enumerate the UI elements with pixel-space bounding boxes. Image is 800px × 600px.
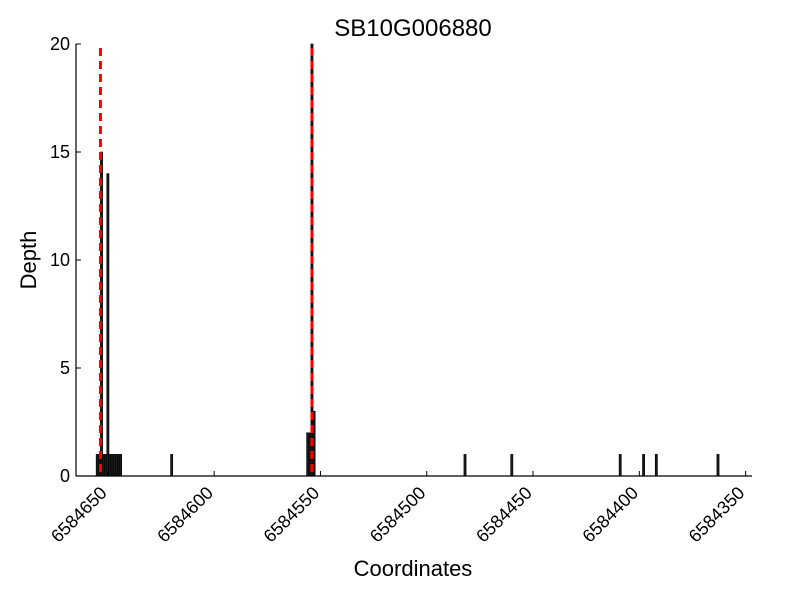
bars-layer <box>95 43 720 477</box>
bar-20 <box>642 454 645 477</box>
y-tick-label-0: 0 <box>60 466 70 486</box>
x-tick-label-4: 6584450 <box>472 483 536 547</box>
x-tick-label-0: 6584650 <box>47 483 111 547</box>
y-tick-label-4: 20 <box>50 34 70 54</box>
bar-17 <box>463 454 467 477</box>
y-axis-label: Depth <box>16 231 41 290</box>
chart-title: SB10G006880 <box>334 15 491 42</box>
x-tick-label-2: 6584550 <box>260 483 324 547</box>
bar-18 <box>510 454 514 477</box>
x-tick-label-3: 6584500 <box>366 483 430 547</box>
bar-22 <box>716 454 720 477</box>
x-tick-label-1: 6584600 <box>153 483 217 547</box>
bar-21 <box>654 454 658 477</box>
x-tick-label-5: 6584400 <box>578 483 642 547</box>
y-tick-label-3: 15 <box>50 142 70 162</box>
x-axis-label: Coordinates <box>354 556 473 581</box>
axes-layer: 0 5 10 15 20 6584650 6584600 6584550 6584500 6584… <box>47 34 752 546</box>
bar-12 <box>170 454 174 477</box>
y-tick-label-2: 10 <box>50 250 70 270</box>
y-tick-label-1: 5 <box>60 358 70 378</box>
x-tick-label-6: 6584350 <box>685 483 749 547</box>
bar-11 <box>119 454 123 477</box>
bar-5 <box>106 173 110 477</box>
marker-lines-layer <box>98 48 314 476</box>
bar-19 <box>618 454 622 477</box>
